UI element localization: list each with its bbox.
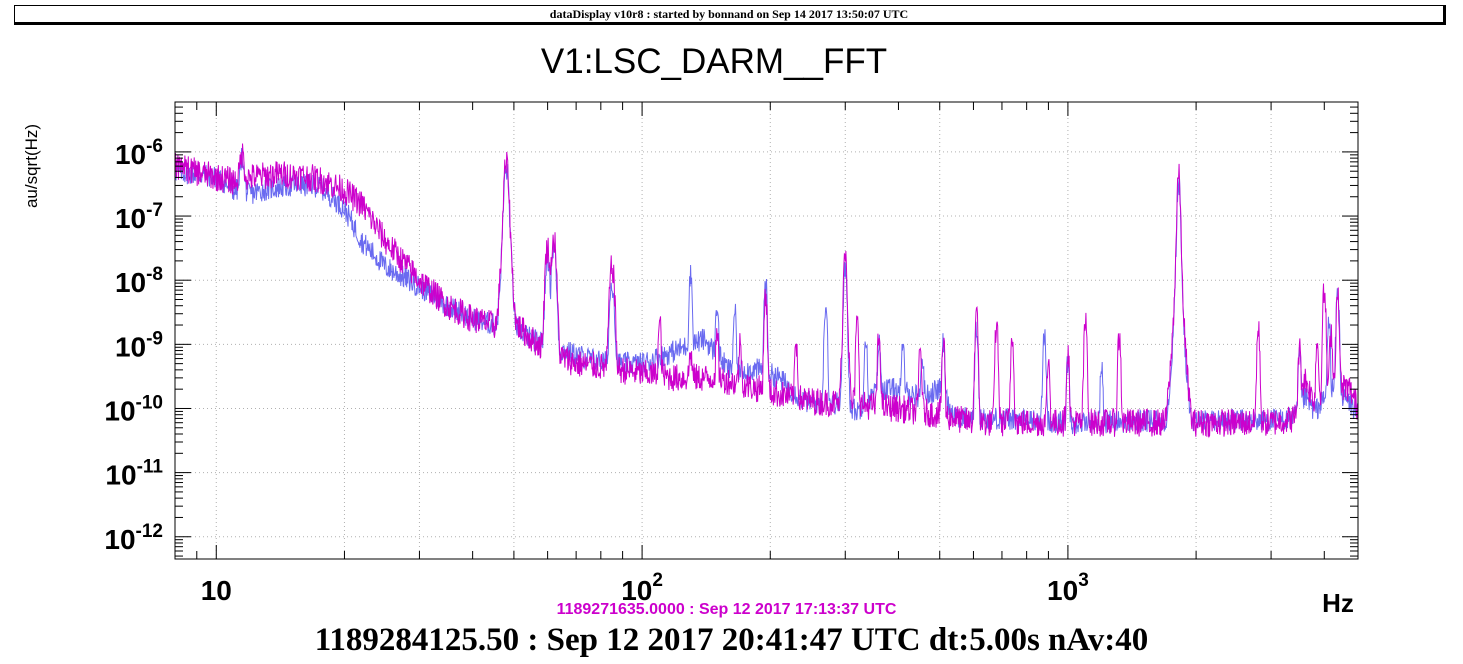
y-axis-label: au/sqrt(Hz) [22, 124, 41, 208]
plot-frame [174, 101, 1359, 560]
y-tick-label: 10-12 [104, 521, 163, 555]
axis-ticks [174, 101, 1358, 559]
x-axis-label: Hz [1322, 588, 1354, 618]
run-info-banner: dataDisplay v10r8 : started by bonnand o… [14, 5, 1446, 25]
series-layer [174, 143, 1359, 439]
x-tick-label: 102 [621, 570, 663, 606]
x-tick-label: 10 [201, 575, 232, 606]
y-tick-label: 10-7 [115, 200, 163, 234]
y-tick-label: 10-9 [115, 328, 163, 362]
y-tick-label: 10-10 [104, 392, 163, 426]
x-tick-labels: 10 102 103 [201, 570, 1089, 606]
x-tick-label: 103 [1047, 570, 1089, 606]
y-tick-label: 10-6 [115, 136, 163, 170]
spectrum-series-line [174, 143, 1359, 439]
grid-lines [175, 102, 1358, 559]
current-time-label: 1189284125.50 : Sep 12 2017 20:41:47 UTC… [314, 622, 1149, 658]
reference-time-label: 1189271635.0000 : Sep 12 2017 17:13:37 U… [556, 601, 897, 618]
y-tick-labels: 10-6 10-7 10-8 10-9 10-10 10-11 10-12 [104, 136, 163, 555]
y-tick-label: 10-11 [105, 457, 163, 491]
chart-title: V1:LSC_DARM__FFT [541, 42, 887, 81]
y-tick-label: 10-8 [115, 264, 163, 298]
